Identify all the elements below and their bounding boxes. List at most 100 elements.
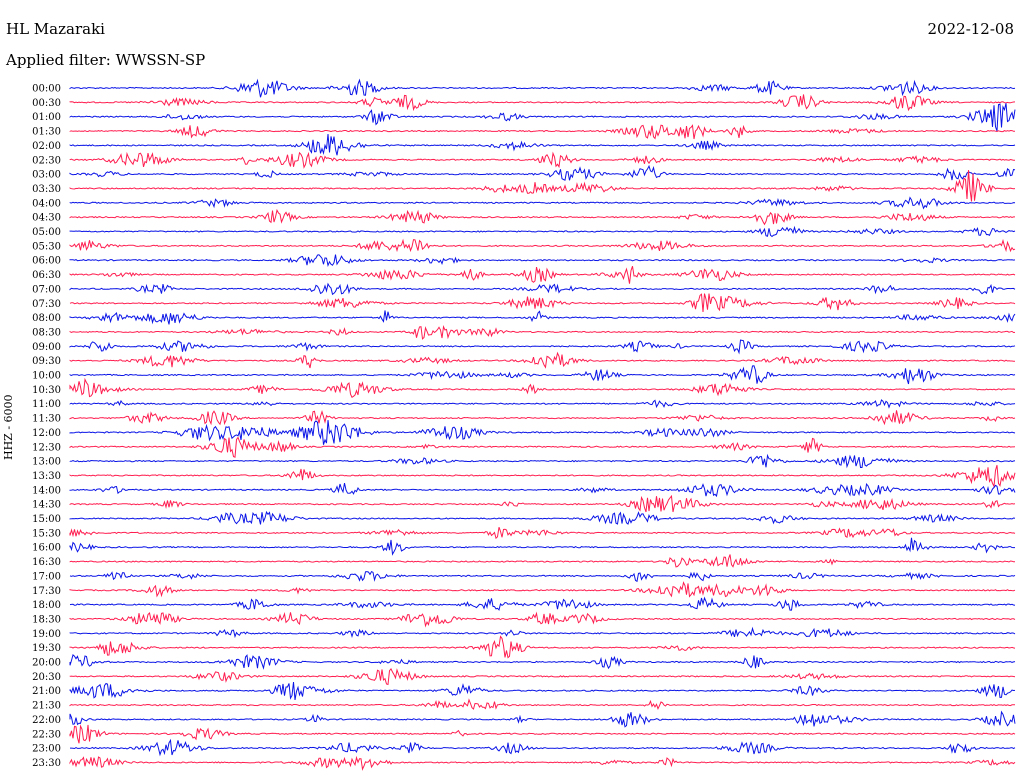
row-time-label: 16:00: [32, 543, 61, 554]
row-time-label: 08:30: [32, 327, 61, 338]
row-time-label: 23:30: [32, 758, 61, 769]
seismic-trace-row: [69, 377, 1016, 399]
row-time-label: 14:30: [32, 500, 61, 511]
seismic-trace-row: [69, 453, 1016, 469]
seismic-trace-row: [69, 310, 1016, 325]
row-time-label: 15:00: [32, 514, 61, 525]
row-time-label: 10:00: [32, 371, 61, 382]
seismic-trace-row: [69, 254, 1016, 267]
row-time-label: 08:00: [32, 313, 61, 324]
seismic-trace-row: [69, 482, 1016, 498]
seismic-trace-row: [69, 654, 1016, 670]
row-time-label: 05:00: [32, 227, 61, 238]
row-time-label: 18:30: [32, 614, 61, 625]
row-time-label: 01:30: [32, 127, 61, 138]
row-time-label: 15:30: [32, 528, 61, 539]
seismic-trace-row: [69, 282, 1016, 296]
row-time-label: 14:00: [32, 485, 61, 496]
seismic-trace-row: [69, 170, 1016, 202]
seismic-trace-row: [69, 94, 1016, 112]
seismic-trace-row: [69, 293, 1016, 312]
row-time-label: 13:00: [32, 457, 61, 468]
row-time-label: 03:00: [32, 170, 61, 181]
row-time-label: 18:00: [32, 600, 61, 611]
seismic-trace-row: [69, 698, 1015, 711]
row-time-label: 02:30: [32, 155, 61, 166]
row-time-label: 20:30: [32, 672, 61, 683]
seismic-trace-row: [69, 537, 1015, 556]
seismic-trace-row: [69, 626, 1016, 639]
seismic-trace-row: [69, 667, 1016, 686]
seismic-trace-row: [69, 710, 1016, 728]
row-time-label: 13:30: [32, 471, 61, 482]
row-time-label: 10:30: [32, 385, 61, 396]
seismic-trace-row: [69, 611, 1016, 628]
seismic-trace-row: [69, 151, 1015, 169]
seismic-trace-row: [69, 596, 1016, 611]
row-time-label: 04:30: [32, 213, 61, 224]
record-date: 2022-12-08: [927, 20, 1014, 38]
seismic-trace-row: [69, 510, 1016, 525]
seismic-trace-row: [69, 724, 1016, 744]
seismic-trace-row: [69, 133, 1016, 156]
row-time-label: 07:00: [32, 284, 61, 295]
row-time-label: 16:30: [32, 557, 61, 568]
seismic-trace-row: [69, 196, 1016, 210]
row-time-label: 21:30: [32, 701, 61, 712]
row-time-label: 02:00: [32, 141, 61, 152]
row-time-label: 19:00: [32, 629, 61, 640]
row-time-label: 03:30: [32, 184, 61, 195]
seismic-trace-row: [69, 339, 1016, 355]
seismic-trace-row: [69, 351, 1015, 369]
seismic-trace-row: [69, 164, 1016, 181]
row-time-label: 09:30: [32, 356, 61, 367]
seismic-trace-row: [69, 527, 1016, 540]
row-time-label: 20:00: [32, 658, 61, 669]
row-time-label: 12:30: [32, 442, 61, 453]
seismic-trace-row: [69, 103, 1016, 132]
filter-label: Applied filter: WWSSN-SP: [6, 51, 206, 69]
seismic-trace-row: [69, 225, 1016, 238]
seismic-trace-row: [69, 436, 1016, 458]
seismic-trace-row: [69, 635, 1016, 659]
row-time-label: 04:00: [32, 198, 61, 209]
station-title: HL Mazaraki: [6, 20, 105, 38]
row-time-label: 17:00: [32, 571, 61, 582]
seismic-trace-row: [69, 681, 1016, 700]
seismic-trace-row: [69, 238, 1016, 253]
row-time-label: 01:00: [32, 112, 61, 123]
seismic-trace-row: [69, 399, 1016, 409]
row-time-label: 06:30: [32, 270, 61, 281]
seismic-trace-row: [69, 124, 1015, 140]
seismic-trace-row: [69, 554, 1015, 568]
seismic-trace-row: [69, 465, 1016, 489]
row-time-label: 11:00: [32, 399, 61, 410]
row-time-label: 09:00: [32, 342, 61, 353]
seismic-trace-row: [69, 78, 1016, 98]
seismic-trace-row: [69, 755, 1016, 771]
row-time-label: 05:30: [32, 241, 61, 252]
row-time-label: 22:00: [32, 715, 61, 726]
seismic-trace-row: [69, 266, 1016, 284]
seismic-trace-row: [69, 410, 1016, 426]
row-time-label: 12:00: [32, 428, 61, 439]
seismic-trace-row: [69, 325, 1016, 340]
row-time-label: 23:00: [32, 744, 61, 755]
seismic-trace-row: [69, 494, 1016, 513]
seismic-trace-row: [69, 420, 1016, 445]
row-time-label: 11:30: [32, 414, 61, 425]
seismic-trace-row: [69, 208, 1015, 226]
seismic-trace-row: [69, 570, 1016, 583]
row-time-label: 00:00: [32, 84, 61, 95]
row-time-label: 19:30: [32, 643, 61, 654]
seismic-trace-row: [70, 738, 1016, 757]
row-time-label: 06:00: [32, 256, 61, 267]
row-time-label: 21:00: [32, 686, 61, 697]
row-time-label: 17:30: [32, 586, 61, 597]
seismic-trace-row: [69, 581, 1016, 598]
row-time-label: 07:30: [32, 299, 61, 310]
seismic-trace-row: [69, 365, 1016, 385]
row-time-label: 22:30: [32, 729, 61, 740]
row-time-label: 00:30: [32, 98, 61, 109]
